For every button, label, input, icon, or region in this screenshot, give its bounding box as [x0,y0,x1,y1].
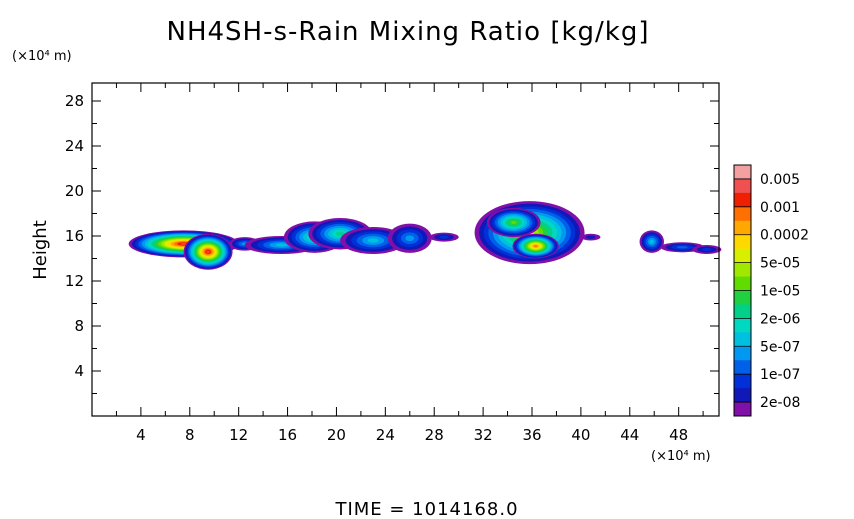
cloud-15 [692,245,722,254]
cloud-11 [512,233,559,259]
colorbar-label: 0.0002 [760,228,809,244]
x-tick-label: 8 [185,426,195,444]
colorbar-swatch [734,276,751,291]
x-tick-label: 24 [376,426,395,444]
colorbar-swatch [734,360,751,375]
colorbar-swatch [734,346,751,361]
y-tick-label: 4 [74,362,84,380]
cloud-6 [340,227,407,254]
x-tick-label: 12 [229,426,248,444]
cloud-1-band-16 [206,250,210,253]
cloud-6-band-5 [367,238,379,243]
colorbar-swatch [734,290,751,305]
y-tick-label: 24 [65,137,84,155]
cloud-13 [639,230,664,253]
x-tick-label: 4 [136,426,146,444]
plot-frame [91,82,720,417]
colorbar-label: 0.001 [760,200,800,216]
y-tick-label: 16 [65,227,84,245]
cloud-0-band-16 [180,243,187,245]
colorbar-label: 5e-07 [760,339,800,355]
cloud-15-band-2 [701,248,712,251]
colorbar-swatch [734,192,751,208]
footer-time: TIME = 1014168.0 [334,499,518,519]
colorbar-swatch [734,178,751,194]
y-unit-label: (×10⁴ m) [12,49,72,64]
x-tick-label: 48 [669,426,688,444]
cloud-8-band-2 [439,235,449,239]
y-axis: 4 8 12 16 20 24 28 [65,92,719,394]
colorbar-label: 0.005 [760,172,800,188]
colorbar-swatch [734,220,751,236]
plot-area [128,201,722,270]
colorbar-swatch [734,318,751,333]
cloud-7-band-4 [405,235,415,242]
colorbar-swatch [734,206,751,222]
y-tick-label: 12 [65,272,84,290]
cloud-3-band-5 [275,243,288,247]
cloud-1 [183,233,233,270]
y-tick-label: 28 [65,92,84,110]
cloud-10 [486,207,541,238]
y-tick-label: 8 [74,317,84,335]
colorbar-label: 1e-07 [760,367,800,383]
colorbar-swatch [734,332,751,347]
cloud-10-band-9 [510,221,517,224]
colorbar-swatch [734,402,751,417]
x-tick-label: 20 [327,426,346,444]
cloud-12 [580,233,601,241]
x-tick-label: 44 [620,426,639,444]
cloud-8 [429,232,459,242]
y-tick-label: 20 [65,182,84,200]
x-tick-label: 36 [522,426,541,444]
colorbar-label: 2e-06 [760,311,800,327]
x-tick-label: 16 [278,426,297,444]
colorbar-label: 5e-05 [760,256,800,272]
x-tick-label: 32 [474,426,493,444]
cloud-7 [387,223,432,253]
colorbar-swatch [734,248,751,264]
colorbar-swatch [734,388,751,403]
y-axis-label: Height [30,220,51,280]
colorbar-swatch [734,165,751,180]
chart-title: NH4SH-s-Rain Mixing Ratio [kg/kg] [167,17,650,47]
colorbar-swatch [734,262,751,277]
x-tick-label: 40 [571,426,590,444]
cloud-13-band-5 [649,239,654,244]
colorbar-label: 2e-08 [760,395,800,411]
colorbar-swatch [734,234,751,250]
colorbar-swatch [734,304,751,319]
colorbar-label: 1e-05 [760,284,800,300]
x-axis: 4 8 12 16 20 24 28 32 36 40 44 48 [115,83,704,444]
cloud-14-band-3 [676,245,688,249]
colorbar: 0.005 0.001 0.0002 5e-05 1e-05 2e-06 5e-07 1e-0… [733,164,809,417]
cloud-5-band-7 [336,231,345,236]
colorbar-swatch [734,374,751,389]
cloud-11-band-14 [534,245,538,247]
x-unit-label: (×10⁴ m) [651,449,711,464]
x-tick-label: 28 [425,426,444,444]
cloud-12-band-1 [585,235,596,239]
